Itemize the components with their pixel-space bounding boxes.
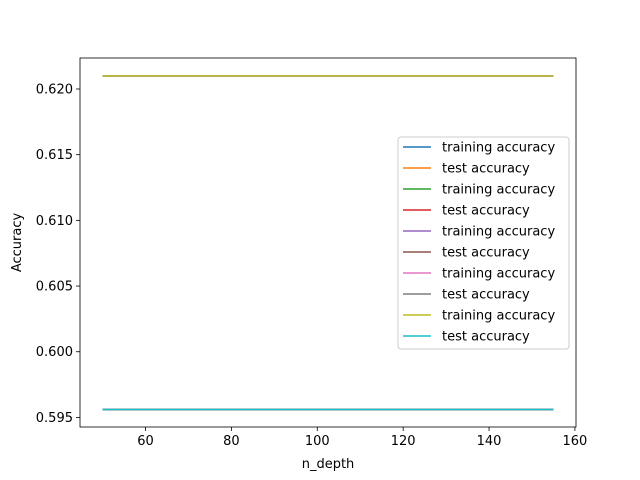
y-tick-label: 0.620 xyxy=(36,83,73,98)
legend-label-8: test accuracy xyxy=(442,288,530,303)
y-axis-label: Accuracy xyxy=(10,213,25,273)
legend-label-3: training accuracy xyxy=(442,183,555,198)
series-layer xyxy=(102,75,554,411)
x-tick-label: 80 xyxy=(223,434,240,449)
x-axis-ticks: 60 80 100 120 140 160 xyxy=(137,427,587,449)
legend: training accuracy test accuracy training a… xyxy=(397,136,570,350)
legend-label-6: test accuracy xyxy=(442,246,530,261)
legend-label-4: test accuracy xyxy=(442,204,530,219)
legend-box xyxy=(397,136,570,350)
y-tick-label: 0.595 xyxy=(36,411,73,426)
y-tick-label: 0.610 xyxy=(36,214,73,229)
legend-label-10: test accuracy xyxy=(442,330,530,345)
y-tick-label: 0.615 xyxy=(36,148,73,163)
x-tick-label: 160 xyxy=(563,434,588,449)
x-tick-label: 140 xyxy=(477,434,502,449)
y-tick-label: 0.605 xyxy=(36,280,73,295)
legend-label-2: test accuracy xyxy=(442,162,530,177)
x-axis-label: n_depth xyxy=(302,457,355,472)
legend-label-1: training accuracy xyxy=(442,141,555,156)
legend-label-9: training accuracy xyxy=(442,309,555,324)
x-tick-label: 100 xyxy=(305,434,330,449)
x-tick-label: 120 xyxy=(391,434,416,449)
y-tick-label: 0.600 xyxy=(36,345,73,360)
legend-label-7: training accuracy xyxy=(442,267,555,282)
legend-label-5: training accuracy xyxy=(442,225,555,240)
plot-frame xyxy=(79,57,577,428)
y-axis-ticks: 0.595 0.600 0.605 0.610 0.615 0.620 xyxy=(36,83,80,426)
x-tick-label: 60 xyxy=(137,434,154,449)
